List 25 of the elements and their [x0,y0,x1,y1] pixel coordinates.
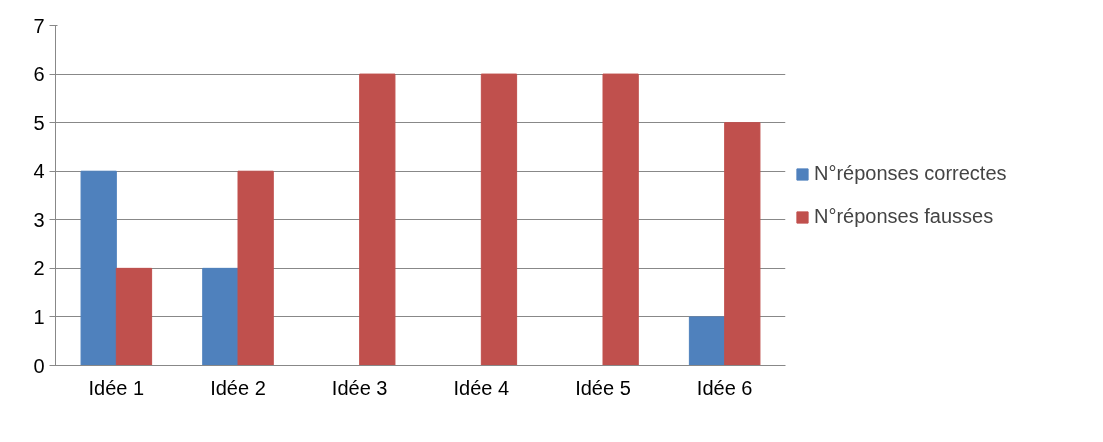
x-tick-label: Idée 4 [453,376,510,399]
y-tick-label: 0 [33,354,45,377]
bar [115,267,153,366]
y-tick-label: 1 [33,305,45,328]
bar [480,73,518,366]
bar [602,73,639,366]
y-tick-label: 5 [33,111,45,134]
bar [359,73,396,366]
y-tick-label: 7 [33,14,45,37]
x-tick-label: Idée 5 [575,376,631,399]
x-tick-label: Idée 1 [88,376,145,399]
y-tick-label: 6 [33,63,45,86]
x-tick-label: Idée 2 [210,376,266,399]
legend-label: N°réponses correctes [814,162,1007,185]
legend-label: N°réponses fausses [814,205,994,228]
bar [80,170,117,366]
bar [688,316,726,366]
bar [237,170,274,366]
y-tick-label: 4 [33,160,45,183]
x-tick-label: Idée 6 [696,376,753,399]
bar [202,267,239,366]
y-tick-label: 3 [33,208,45,231]
y-tick-label: 2 [33,257,45,280]
bar [724,122,761,366]
x-tick-label: Idée 3 [331,376,388,399]
